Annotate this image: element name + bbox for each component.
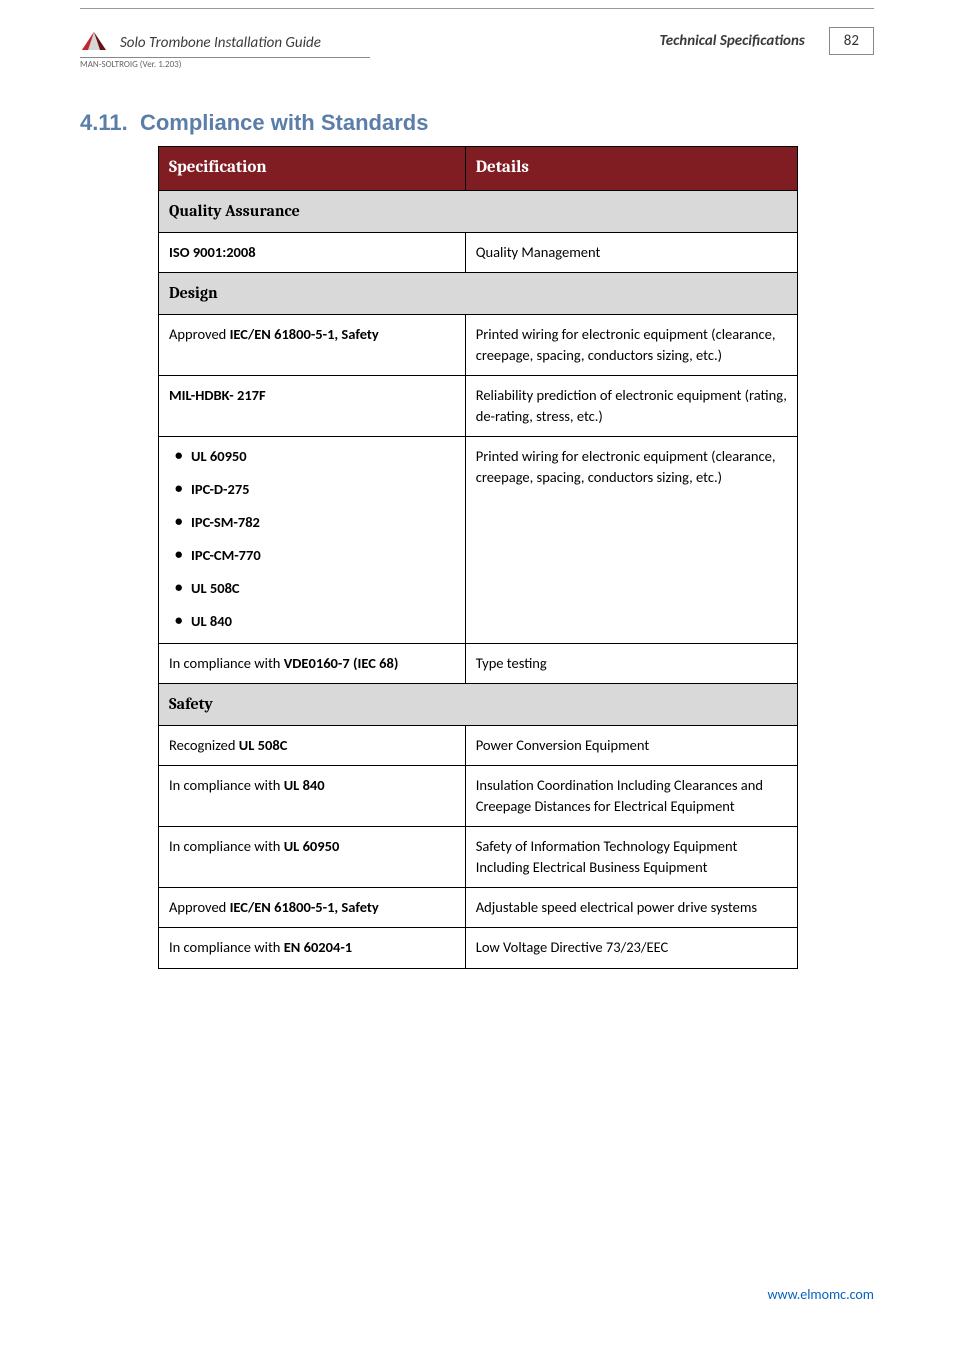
table-subheader-row: Design <box>159 272 798 314</box>
spec-name: IEC/EN 61800-5-1, Safety <box>230 898 379 916</box>
spec-cell: Approved IEC/EN 61800-5-1, Safety <box>159 315 466 376</box>
page-number: 82 <box>829 27 874 55</box>
spec-cell: Approved IEC/EN 61800-5-1, Safety <box>159 888 466 928</box>
details-cell: Printed wiring for electronic equipment … <box>465 315 797 376</box>
compliance-table: Specification Details Quality AssuranceI… <box>158 146 798 969</box>
table-row: MIL-HDBK- 217F Reliability prediction of … <box>159 376 798 437</box>
details-cell: Insulation Coordination Including Cleara… <box>465 766 797 827</box>
table-row: In compliance with EN 60204-1Low Voltage… <box>159 928 798 968</box>
spec-cell: UL 60950 IPC-D-275 IPC-SM-782 IPC-CM-770 UL … <box>159 437 466 644</box>
list-item: UL 60950 <box>173 446 455 467</box>
spec-name: IEC/EN 61800-5-1, Safety <box>230 325 379 343</box>
section-title: Compliance with Standards <box>140 110 429 135</box>
doc-title: Solo Trombone Installation Guide <box>120 34 321 52</box>
details-cell: Adjustable speed electrical power drive … <box>465 888 797 928</box>
table-row: In compliance with VDE0160-7 (IEC 68)Typ… <box>159 644 798 684</box>
list-item: IPC-CM-770 <box>173 545 455 566</box>
spec-cell: MIL-HDBK- 217F <box>159 376 466 437</box>
details-cell: Low Voltage Directive 73/23/EEC <box>465 928 797 968</box>
spec-name: VDE0160-7 (IEC 68) <box>284 654 399 672</box>
list-item: IPC-SM-782 <box>173 512 455 533</box>
spec-prefix: Recognized <box>169 736 239 754</box>
table-row: Recognized UL 508CPower Conversion Equip… <box>159 726 798 766</box>
spec-cell: In compliance with EN 60204-1 <box>159 928 466 968</box>
details-cell: Type testing <box>465 644 797 684</box>
spec-name: EN 60204-1 <box>284 938 352 956</box>
col-header-details: Details <box>465 147 797 191</box>
table-row: UL 60950 IPC-D-275 IPC-SM-782 IPC-CM-770 UL … <box>159 437 798 644</box>
list-item: IPC-D-275 <box>173 479 455 500</box>
spec-prefix: In compliance with <box>169 654 284 672</box>
spec-prefix: Approved <box>169 325 230 343</box>
spec-name: UL 508C <box>239 736 288 754</box>
section-number: 4.11. <box>80 110 128 135</box>
details-cell: Quality Management <box>465 232 797 272</box>
table-subheader-row: Safety <box>159 684 798 726</box>
table-header-row: Specification Details <box>159 147 798 191</box>
list-item: UL 840 <box>173 611 455 632</box>
col-header-spec: Specification <box>159 147 466 191</box>
spec-prefix: In compliance with <box>169 776 284 794</box>
spec-prefix: In compliance with <box>169 938 284 956</box>
section-heading: 4.11. Compliance with Standards <box>80 110 874 136</box>
details-cell: Reliability prediction of electronic equ… <box>465 376 797 437</box>
page-header: Solo Trombone Installation Guide Technic… <box>80 9 874 55</box>
table-subheader-row: Quality Assurance <box>159 190 798 232</box>
subheader-cell: Quality Assurance <box>159 190 798 232</box>
spec-prefix: In compliance with <box>169 837 284 855</box>
spec-name: ISO 9001:2008 <box>169 243 256 261</box>
spec-list: UL 60950 IPC-D-275 IPC-SM-782 IPC-CM-770 UL … <box>169 446 455 632</box>
spec-cell: In compliance with UL 840 <box>159 766 466 827</box>
table-row: ISO 9001:2008 Quality Management <box>159 232 798 272</box>
spec-cell: ISO 9001:2008 <box>159 232 466 272</box>
version-text: MAN-SOLTROIG (Ver. 1.203) <box>80 59 874 70</box>
section-label: Technical Specifications <box>659 32 804 50</box>
spec-cell: In compliance with VDE0160-7 (IEC 68) <box>159 644 466 684</box>
spec-cell: In compliance with UL 60950 <box>159 827 466 888</box>
logo-icon <box>80 30 110 52</box>
list-item: UL 508C <box>173 578 455 599</box>
details-cell: Safety of Information Technology Equipme… <box>465 827 797 888</box>
header-left: Solo Trombone Installation Guide <box>80 30 659 52</box>
footer-link[interactable]: www.elmomc.com <box>767 1286 874 1303</box>
table-row: Approved IEC/EN 61800-5-1, SafetyAdjusta… <box>159 888 798 928</box>
spec-cell: Recognized UL 508C <box>159 726 466 766</box>
table-row: In compliance with UL 840Insulation Coor… <box>159 766 798 827</box>
details-cell: Printed wiring for electronic equipment … <box>465 437 797 644</box>
subheader-cell: Design <box>159 272 798 314</box>
table-row: In compliance with UL 60950Safety of Inf… <box>159 827 798 888</box>
subheader-cell: Safety <box>159 684 798 726</box>
spec-prefix: Approved <box>169 898 230 916</box>
table-row: Approved IEC/EN 61800-5-1, SafetyPrinted… <box>159 315 798 376</box>
spec-name: MIL-HDBK- 217F <box>169 386 266 404</box>
spec-name: UL 840 <box>284 776 325 794</box>
spec-name: UL 60950 <box>284 837 340 855</box>
details-cell: Power Conversion Equipment <box>465 726 797 766</box>
